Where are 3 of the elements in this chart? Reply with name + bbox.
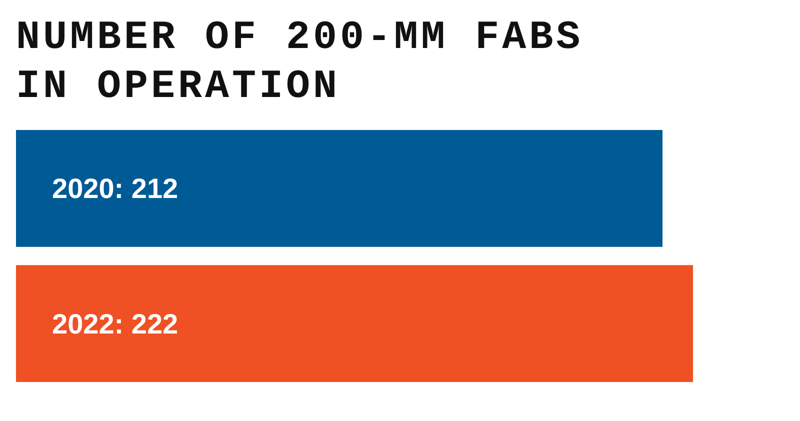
data-label: 2022: 222 bbox=[52, 308, 178, 340]
chart-title: NUMBER OF 200-MM FABS IN OPERATION bbox=[16, 16, 584, 110]
data-label: 2020: 212 bbox=[52, 173, 178, 204]
